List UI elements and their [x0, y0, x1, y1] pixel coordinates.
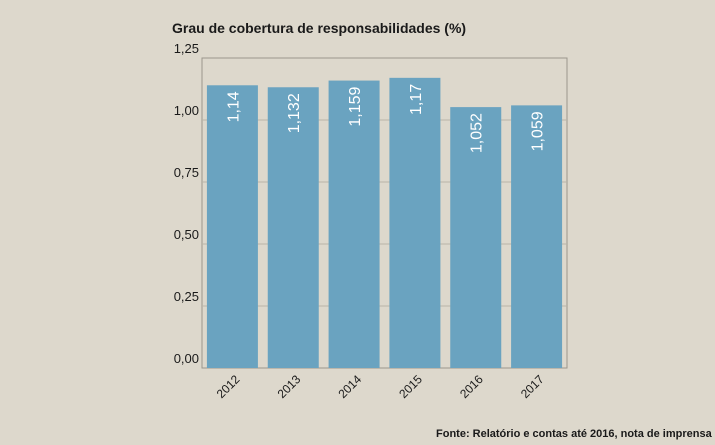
y-axis: 0,00 0,25 0,50 0,75 1,00 1,25	[174, 41, 199, 366]
y-tick-label: 0,25	[174, 289, 199, 304]
y-tick-label: 0,00	[174, 351, 199, 366]
x-tick-label: 2013	[275, 372, 304, 401]
bar-2017	[511, 105, 563, 369]
x-tick-label: 2012	[214, 372, 243, 401]
bars	[206, 77, 563, 369]
y-tick-label: 0,50	[174, 227, 199, 242]
data-label: 1,132	[286, 93, 303, 133]
data-label: 1,059	[530, 111, 547, 151]
data-label: 1,159	[347, 86, 364, 126]
data-label: 1,14	[225, 91, 242, 122]
data-labels: 1,14 1,132 1,159 1,17 1,052 1,059	[225, 84, 546, 153]
x-tick-label: 2016	[457, 372, 486, 401]
bar-2013	[267, 87, 319, 368]
x-axis: 2012 2013 2014 2015 2016 2017	[214, 372, 547, 401]
data-label: 1,052	[469, 113, 486, 153]
y-tick-label: 1,00	[174, 103, 199, 118]
source-note: Fonte: Relatório e contas até 2016, nota…	[436, 428, 715, 440]
bar-2012	[206, 85, 258, 368]
plot-area	[201, 57, 568, 369]
y-tick-label: 1,25	[174, 41, 199, 56]
bar-2014	[328, 80, 380, 369]
x-tick-label: 2017	[518, 372, 547, 401]
data-label: 1,17	[408, 84, 425, 115]
x-tick-label: 2015	[396, 372, 425, 401]
y-tick-label: 0,75	[174, 165, 199, 180]
bar-2016	[450, 107, 502, 368]
x-tick-label: 2014	[335, 372, 364, 401]
bar-2015	[389, 77, 441, 368]
chart-title: Grau de cobertura de responsabilidades (…	[172, 20, 466, 36]
gridlines	[202, 119, 567, 307]
